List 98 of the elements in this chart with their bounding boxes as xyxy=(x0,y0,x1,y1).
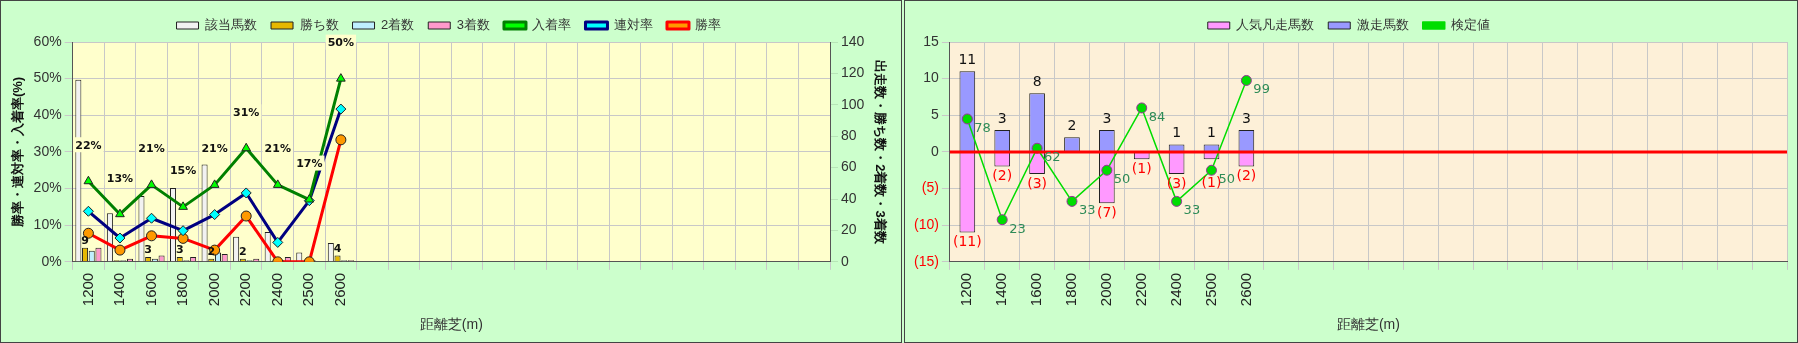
legend-label: 勝ち数 xyxy=(299,17,339,33)
point xyxy=(961,113,973,125)
data-label: 31% xyxy=(233,105,260,119)
data-label: (7) xyxy=(1096,203,1117,220)
data-label: 2 xyxy=(1067,116,1077,133)
data-label: (2) xyxy=(992,167,1013,184)
data-label: (11) xyxy=(952,233,982,250)
y2-axis-title: 出走数・勝ち数・2着数・3着数 xyxy=(872,60,888,245)
data-label: 50% xyxy=(327,36,355,49)
legend-label: 激走馬数 xyxy=(1356,17,1409,33)
data-label: 4 xyxy=(333,241,342,255)
legend-label: 3着数 xyxy=(456,17,490,33)
point xyxy=(1066,195,1078,207)
legend-label: 2着数 xyxy=(381,17,415,33)
data-label: 62 xyxy=(1044,149,1061,165)
data-label: 8 xyxy=(1032,72,1042,89)
data-label: (1) xyxy=(1131,159,1152,176)
legend-label: 連対率 xyxy=(613,17,653,33)
y-tick-label: 0% xyxy=(41,252,62,269)
x-tick-label: 2600 xyxy=(1236,272,1254,307)
data-label: 33 xyxy=(1078,202,1096,218)
data-label: 3 xyxy=(1241,109,1251,126)
x-axis-title: 距離芝(m) xyxy=(419,316,483,333)
data-label: 21% xyxy=(138,142,165,156)
y2-tick-label: 0 xyxy=(841,252,850,269)
point xyxy=(1205,164,1217,176)
x-tick-label: 1600 xyxy=(141,272,159,307)
y-tick-label: 15 xyxy=(923,32,940,49)
data-label: 84 xyxy=(1148,108,1166,124)
x-tick-label: 2500 xyxy=(299,272,317,307)
data-label: 99 xyxy=(1253,81,1270,97)
x-tick-label: 2400 xyxy=(267,272,285,307)
legend-label: 人気凡走馬数 xyxy=(1236,17,1315,33)
x-tick-label: 1200 xyxy=(957,272,975,307)
y-tick-label: (5) xyxy=(921,179,939,196)
point xyxy=(1171,195,1183,207)
data-label: 78 xyxy=(974,119,991,135)
x-tick-label: 2000 xyxy=(1096,272,1114,307)
x-tick-label: 1400 xyxy=(110,272,128,307)
x-tick-label: 1200 xyxy=(78,272,96,307)
data-label: 13% xyxy=(106,171,134,185)
data-label: 1 xyxy=(1207,124,1216,141)
y2-tick-label: 60 xyxy=(841,158,857,175)
y-tick-label: 10 xyxy=(923,69,940,86)
data-label: 17% xyxy=(296,156,323,170)
y-tick-label: 0 xyxy=(931,142,940,159)
data-label: 3 xyxy=(175,243,184,257)
x-tick-label: 2200 xyxy=(1131,272,1149,307)
legend-label: 勝率 xyxy=(695,17,722,33)
y2-tick-label: 140 xyxy=(841,32,865,49)
data-label: 11 xyxy=(958,50,977,67)
data-label: 23 xyxy=(1009,220,1026,236)
y2-tick-label: 100 xyxy=(841,95,865,112)
data-label: 21% xyxy=(201,142,228,156)
data-label: 1 xyxy=(1172,124,1182,141)
point xyxy=(1240,74,1252,86)
y-tick-label: 40% xyxy=(33,106,62,123)
data-label: 21% xyxy=(264,142,291,156)
x-tick-label: 1800 xyxy=(173,272,191,307)
x-tick-label: 1600 xyxy=(1027,272,1045,307)
y-tick-label: 30% xyxy=(33,142,62,159)
point xyxy=(1101,164,1113,176)
data-label: (2) xyxy=(1236,167,1257,184)
y-tick-label: 10% xyxy=(33,216,62,233)
y-tick-label: 50% xyxy=(33,69,62,86)
y2-tick-label: 80 xyxy=(841,127,857,144)
data-label: 3 xyxy=(144,243,152,257)
data-label: 3 xyxy=(1102,109,1112,126)
x-tick-label: 2200 xyxy=(236,272,254,307)
data-label: 50 xyxy=(1113,171,1131,187)
y-tick-label: 60% xyxy=(33,32,62,49)
legend-label: 入着率 xyxy=(532,17,572,33)
x-tick-label: 1800 xyxy=(1062,272,1080,307)
y-tick-label: (10) xyxy=(913,216,939,233)
y-tick-label: 20% xyxy=(33,179,62,196)
data-label: 2 xyxy=(239,245,247,259)
data-label: 33 xyxy=(1183,202,1201,218)
y-tick-label: (15) xyxy=(913,252,939,269)
legend-label: 該当馬数 xyxy=(205,17,258,33)
y-axis-title: 勝率・連対率・入着率(%) xyxy=(10,76,26,229)
x-tick-label: 2500 xyxy=(1201,272,1219,307)
y2-tick-label: 120 xyxy=(841,64,865,81)
x-tick-label: 2000 xyxy=(204,272,222,307)
y2-tick-label: 40 xyxy=(841,189,857,206)
data-label: 15% xyxy=(169,164,197,178)
x-axis-title: 距離芝(m) xyxy=(1336,316,1400,333)
x-tick-label: 1400 xyxy=(992,272,1010,307)
y2-tick-label: 20 xyxy=(841,221,857,238)
data-label: 9 xyxy=(81,234,89,248)
x-tick-label: 2600 xyxy=(331,272,349,307)
data-label: 22% xyxy=(75,138,102,152)
data-label: (3) xyxy=(1027,174,1048,191)
legend-label: 検定値 xyxy=(1451,17,1491,33)
x-tick-label: 2400 xyxy=(1166,272,1184,307)
data-label: 3 xyxy=(997,109,1007,126)
y-tick-label: 5 xyxy=(931,106,940,123)
point xyxy=(1136,102,1148,114)
point xyxy=(996,214,1008,226)
